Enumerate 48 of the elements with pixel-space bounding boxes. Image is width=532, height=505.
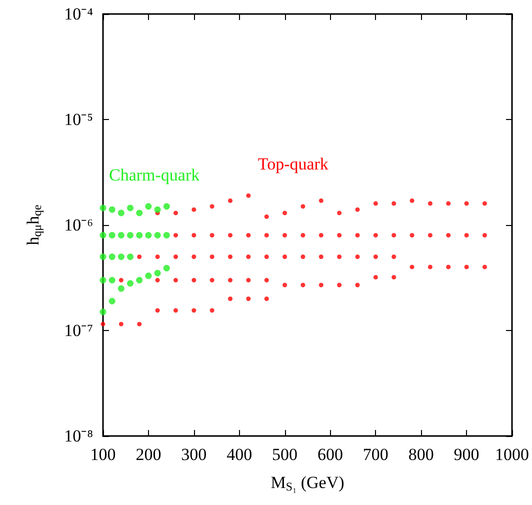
point <box>163 264 170 272</box>
x-tick-label: 700 <box>362 445 388 464</box>
x-tick-label: 100 <box>90 445 116 464</box>
series-label: Top-quark <box>258 154 329 174</box>
point <box>154 206 161 213</box>
point <box>136 232 143 238</box>
y-tick-label: 10⁻⁷ <box>64 321 94 340</box>
x-tick-label: 900 <box>454 445 480 464</box>
series-label: Charm-quark <box>109 165 200 184</box>
point <box>108 298 116 304</box>
x-tick-label: 400 <box>226 445 252 464</box>
point <box>108 206 116 213</box>
x-tick-label: 1000 <box>495 445 529 464</box>
point <box>100 254 106 260</box>
point <box>136 210 143 216</box>
y-tick-label: 10⁻⁸ <box>64 426 94 446</box>
point <box>127 232 134 238</box>
x-tick-label: 800 <box>408 445 434 464</box>
point <box>163 203 170 210</box>
y-tick-label: 10⁻⁴ <box>64 4 94 24</box>
point <box>127 280 134 287</box>
point <box>145 232 152 238</box>
point <box>127 204 134 212</box>
point <box>154 232 161 238</box>
point <box>145 203 152 210</box>
point <box>100 276 106 284</box>
point <box>100 308 106 316</box>
point <box>108 254 116 260</box>
point <box>118 210 124 216</box>
point <box>163 232 170 238</box>
point <box>100 232 106 238</box>
point <box>127 254 134 260</box>
x-tick-label: 500 <box>272 445 298 464</box>
y-tick-label: 10⁻⁶ <box>64 216 94 234</box>
y-tick-label: 10⁻⁵ <box>64 110 94 129</box>
x-tick-label: 300 <box>181 445 207 464</box>
point <box>100 204 106 212</box>
x-tick-label: 200 <box>136 445 162 464</box>
point <box>154 270 161 276</box>
point <box>136 276 143 284</box>
point <box>118 232 124 238</box>
point <box>118 285 124 292</box>
point <box>108 232 116 238</box>
point <box>108 276 116 284</box>
x-tick-label: 600 <box>317 445 343 464</box>
point <box>118 254 124 260</box>
point <box>145 272 152 280</box>
y-axis-title: hqμhqe <box>23 204 44 246</box>
